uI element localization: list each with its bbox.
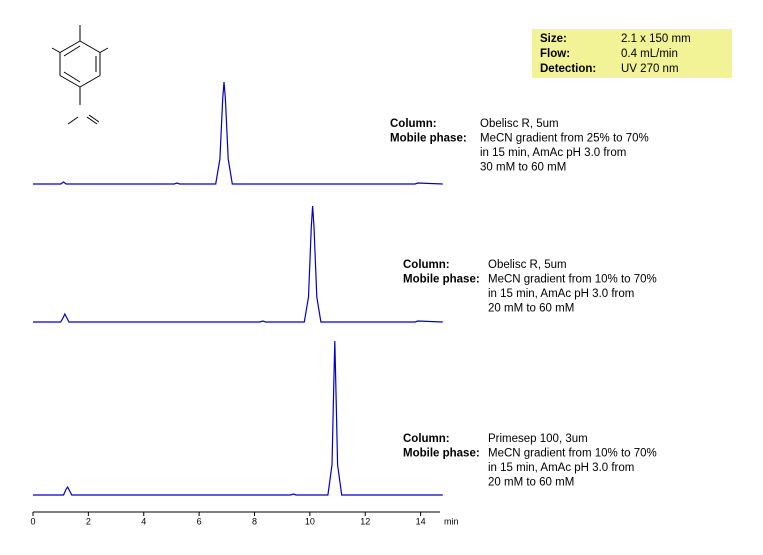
info-value: 0.4 mL/min: [621, 48, 678, 60]
mobile-value: 30 mM to 60 mM: [480, 162, 566, 174]
mobile-label: Mobile phase:: [403, 274, 480, 286]
structure: [51, 25, 109, 125]
x-tick-label: 12: [360, 516, 370, 526]
info-label: Detection:: [540, 63, 596, 75]
x-tick-label: 0: [30, 516, 35, 526]
x-tick-label: 10: [305, 516, 315, 526]
trace: [33, 205, 443, 323]
mobile-value: in 15 min, AmAc pH 3.0 from: [488, 462, 634, 474]
info-box: [532, 29, 732, 78]
trace: [33, 340, 443, 496]
mobile-value: 20 mM to 60 mM: [488, 477, 574, 489]
x-tick-label: 8: [252, 516, 257, 526]
info-value: UV 270 nm: [621, 63, 679, 75]
column-value: Obelisc R, 5um: [480, 118, 559, 130]
mobile-label: Mobile phase:: [390, 133, 467, 145]
mobile-label: Mobile phase:: [403, 448, 480, 460]
x-tick-label: 6: [197, 516, 202, 526]
mobile-value: MeCN gradient from 10% to 70%: [488, 274, 657, 286]
trace: [33, 81, 443, 185]
info-value: 2.1 x 150 mm: [621, 33, 691, 45]
x-tick-label: 2: [86, 516, 91, 526]
x-tick-label: 14: [416, 516, 426, 526]
mobile-value: 20 mM to 60 mM: [488, 303, 574, 315]
mobile-value: MeCN gradient from 10% to 70%: [488, 448, 657, 460]
mobile-value: in 15 min, AmAc pH 3.0 from: [480, 147, 626, 159]
column-label: Column:: [403, 259, 450, 271]
column-label: Column:: [390, 118, 437, 130]
column-label: Column:: [403, 433, 450, 445]
x-unit: min: [444, 516, 459, 526]
info-label: Size:: [540, 33, 567, 45]
info-label: Flow:: [540, 48, 570, 60]
x-tick-label: 4: [141, 516, 146, 526]
column-value: Obelisc R, 5um: [488, 259, 567, 271]
mobile-value: MeCN gradient from 25% to 70%: [480, 133, 649, 145]
mobile-value: in 15 min, AmAc pH 3.0 from: [488, 288, 634, 300]
column-value: Primesep 100, 3um: [488, 433, 588, 445]
